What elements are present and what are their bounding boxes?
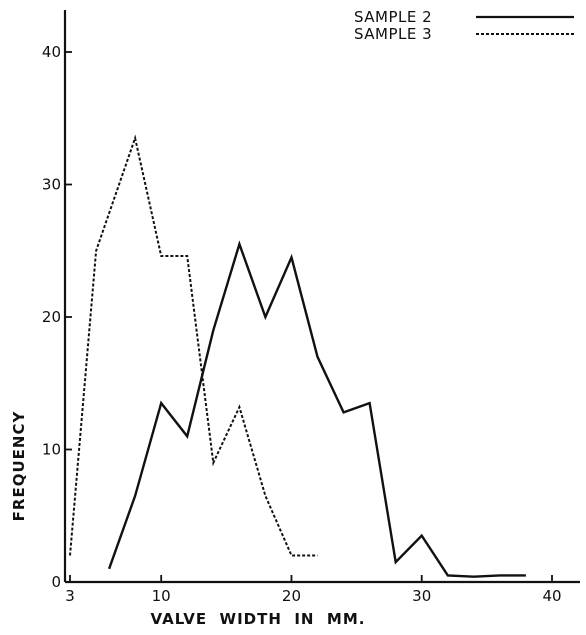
- x-tick-label: 10: [152, 587, 171, 605]
- y-tick-label: 30: [42, 176, 61, 194]
- axes: [65, 10, 580, 582]
- x-tick-label: 40: [542, 587, 561, 605]
- legend-label-1: SAMPLE 2: [354, 8, 432, 26]
- x-tick-label: 30: [412, 587, 431, 605]
- y-tick-label: 10: [42, 441, 61, 459]
- x-axis-ticks: 3 10 20 30 40: [65, 575, 561, 605]
- series-lines: [70, 138, 526, 577]
- x-axis-label: VALVE WIDTH IN MM.: [151, 610, 366, 628]
- legend-label-2: SAMPLE 3: [354, 25, 432, 43]
- x-tick-label: 20: [282, 587, 301, 605]
- y-tick-label: 0: [51, 573, 61, 591]
- series-line-2: [70, 138, 318, 555]
- x-tick-label: 3: [65, 587, 75, 605]
- y-tick-label: 20: [42, 308, 61, 326]
- series-line-1: [109, 244, 526, 577]
- y-tick-label: 40: [42, 43, 61, 61]
- y-axis-label: FREQUENCY: [10, 411, 28, 522]
- y-axis-ticks: 0 10 20 30 40: [42, 43, 72, 591]
